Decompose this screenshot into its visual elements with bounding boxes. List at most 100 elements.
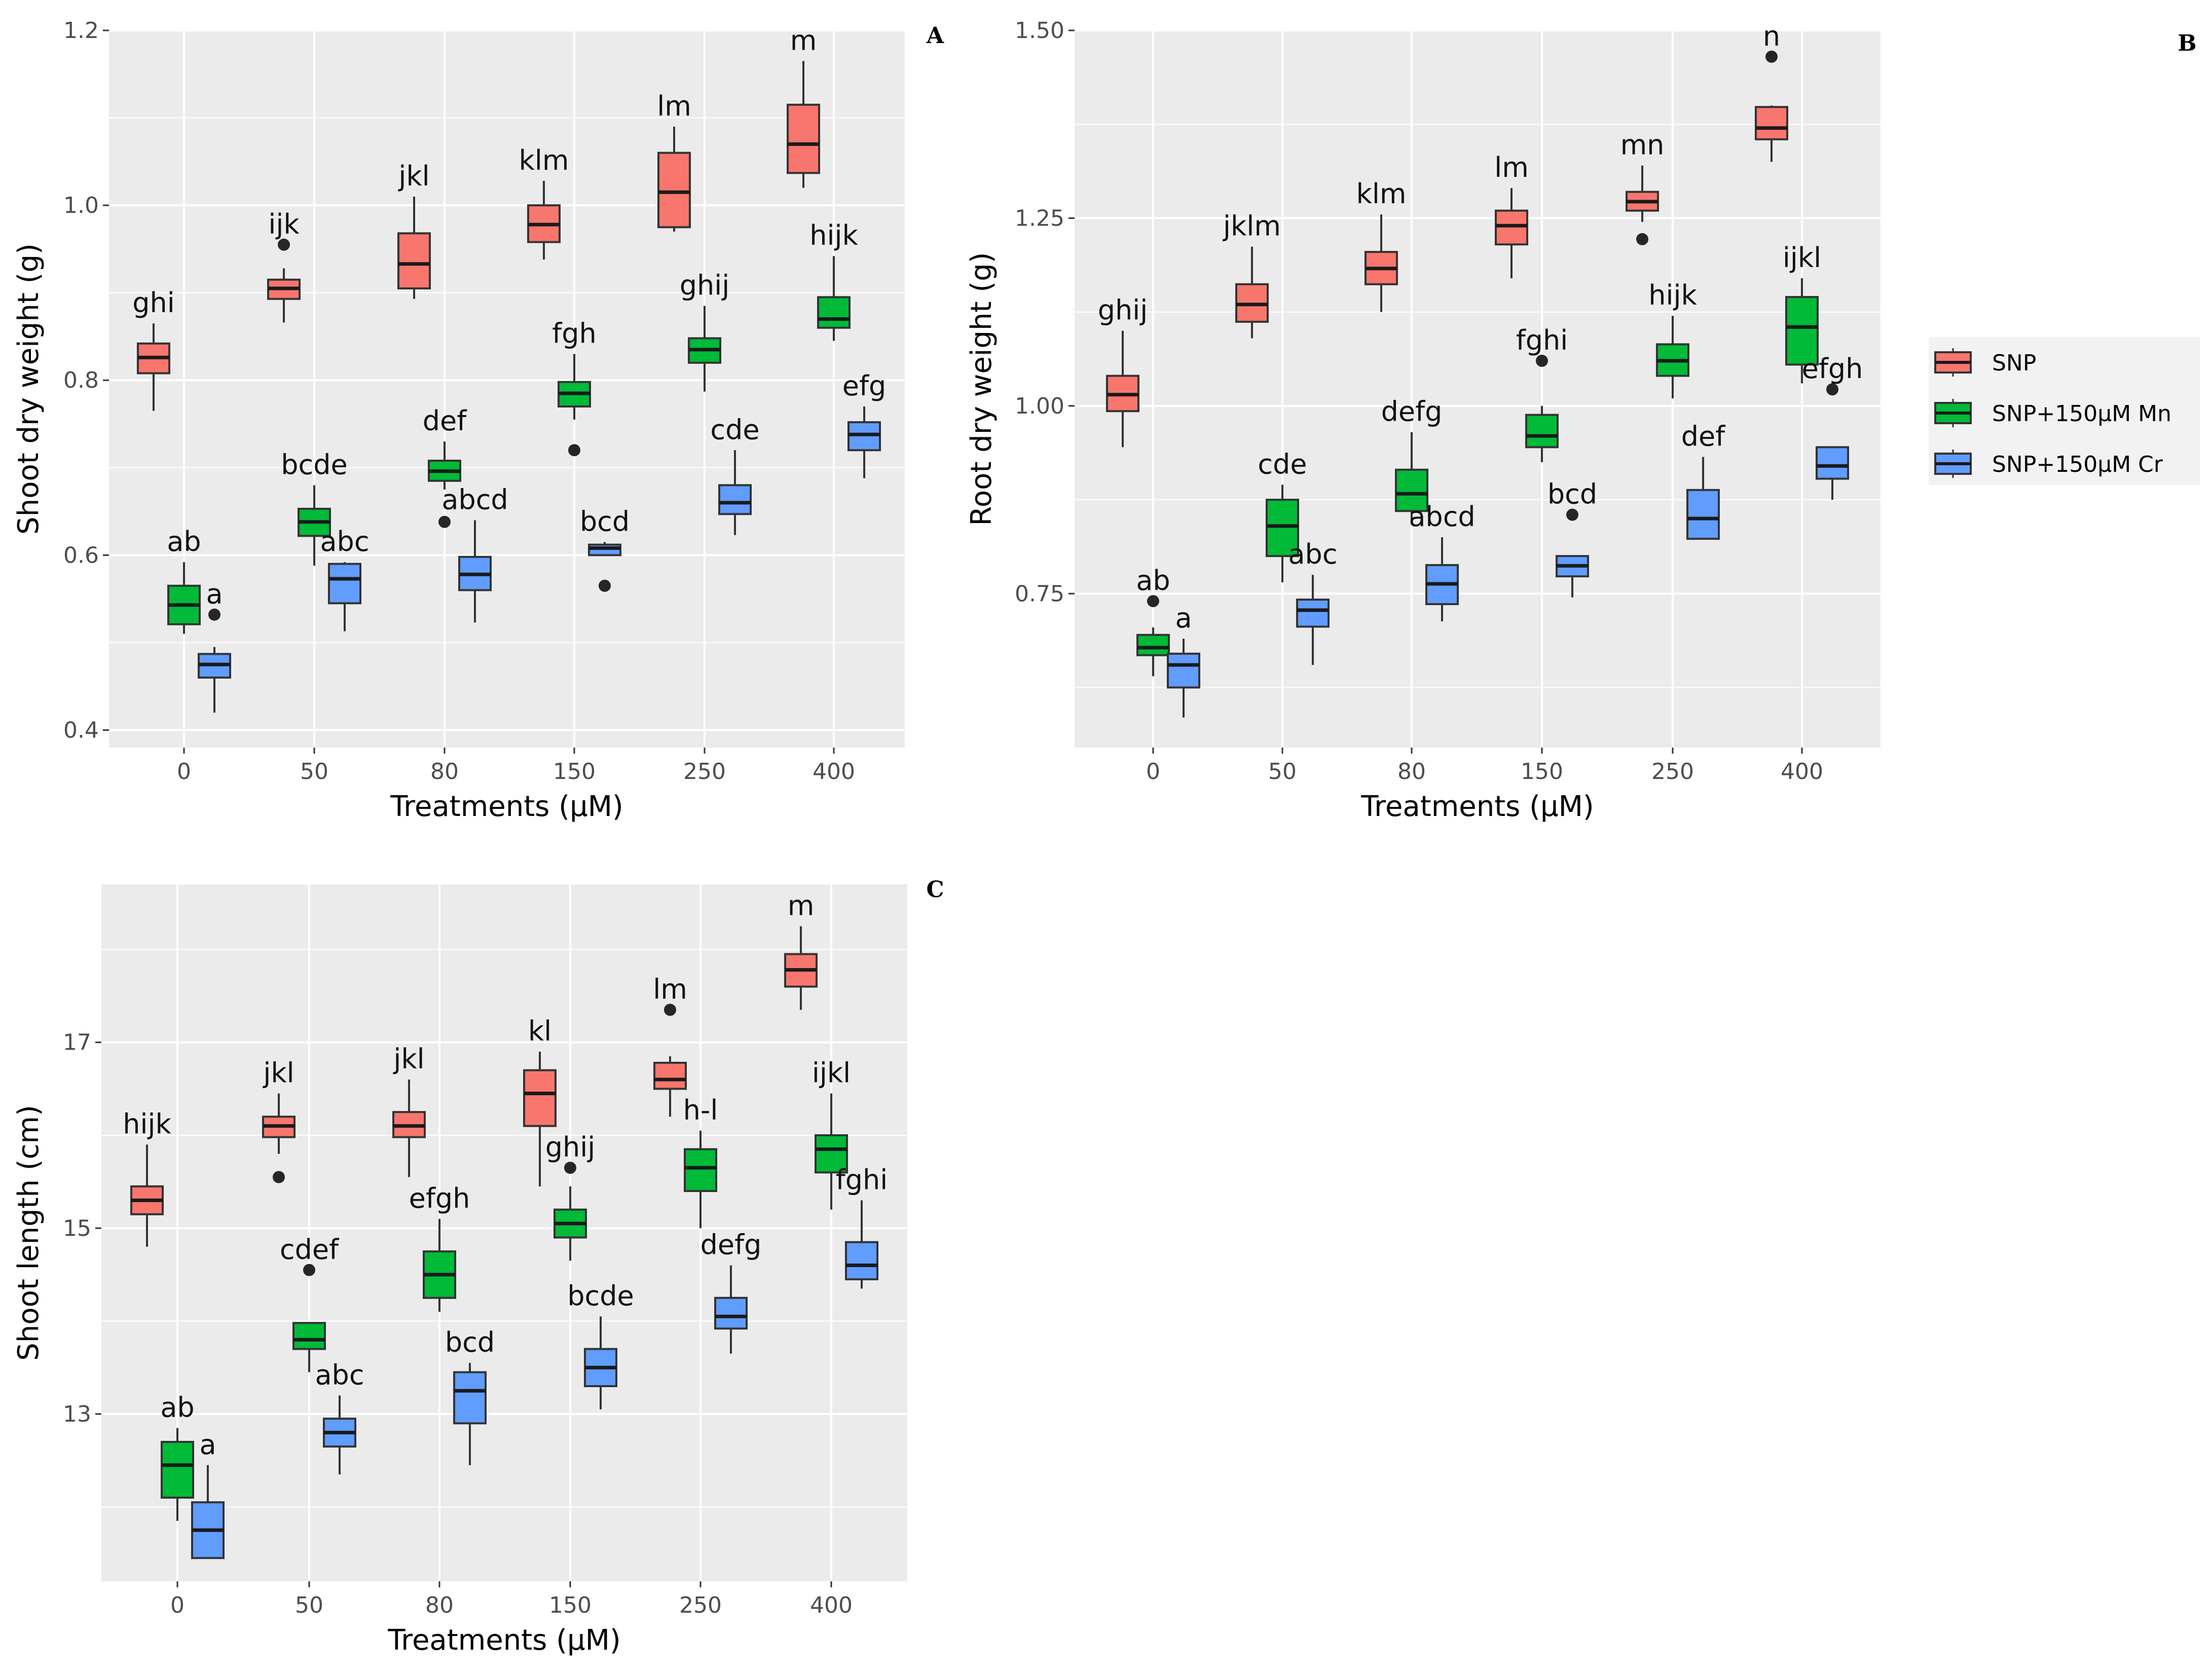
significance-letter: ab — [167, 526, 201, 557]
box-c-80-series-2: bcd — [445, 1326, 495, 1465]
significance-letter: bcd — [1547, 478, 1597, 510]
x-tick-label: 50 — [295, 1592, 323, 1618]
x-tick-label: 50 — [300, 759, 328, 785]
y-axis-title: Shoot dry weight (g) — [12, 243, 45, 535]
y-tick-label: 1.00 — [1015, 393, 1064, 419]
x-tick-label: 150 — [553, 759, 596, 785]
box-a-0-series-1: ab — [167, 526, 201, 634]
box-b-80-series-0: klm — [1356, 178, 1406, 312]
box-c-250-series-0: lm — [653, 974, 687, 1117]
significance-letter: ghij — [680, 270, 730, 302]
legend-key-2 — [1934, 450, 1972, 478]
x-tick-label: 80 — [430, 759, 459, 785]
box-b-250-series-1: hijk — [1648, 279, 1697, 399]
significance-letter: m — [790, 24, 817, 56]
y-tick-label: 0.4 — [63, 717, 99, 743]
box-body — [292, 1322, 326, 1350]
significance-letter: hijk — [123, 1108, 171, 1140]
y-tick-label: 1.50 — [1015, 18, 1064, 44]
significance-letter: abc — [1288, 538, 1337, 570]
outlier-point — [599, 579, 611, 592]
panel-letter: C — [926, 877, 944, 903]
significance-letter: a — [199, 1429, 216, 1461]
significance-letter: jkl — [398, 160, 429, 192]
outlier-point — [1536, 354, 1548, 367]
significance-letter: abcd — [1409, 501, 1475, 533]
significance-letter: ijkl — [1783, 242, 1821, 274]
significance-letter: abc — [315, 1359, 364, 1391]
significance-letter: fghi — [1516, 324, 1568, 356]
box-b-150-series-2: bcd — [1547, 478, 1597, 598]
box-body — [1296, 599, 1330, 628]
box-body — [817, 296, 851, 329]
outlier-point — [1636, 233, 1648, 245]
significance-letter: abcd — [441, 484, 508, 515]
x-tick-label: 250 — [679, 1592, 722, 1618]
box-body — [657, 152, 691, 229]
box-b-50-series-2: abc — [1288, 538, 1338, 665]
outlier-point — [1826, 383, 1838, 396]
box-c-150-series-0: kl — [523, 1015, 557, 1186]
box-body — [1686, 489, 1720, 540]
y-tick-label: 0.8 — [63, 367, 99, 393]
y-tick-label: 0.6 — [63, 542, 99, 568]
legend-label: SNP — [1992, 350, 2036, 376]
box-c-400-series-2: fghi — [836, 1164, 888, 1289]
significance-letter: ghi — [132, 287, 175, 319]
box-c-0-series-0: hijk — [123, 1108, 171, 1247]
x-axis-title: Treatments (μM) — [387, 1624, 621, 1657]
box-body — [1395, 468, 1428, 512]
significance-letter: jkl — [393, 1043, 424, 1075]
legend-background — [1929, 337, 2200, 485]
box-b-50-series-0: jklm — [1223, 210, 1281, 339]
box-body — [1167, 652, 1200, 689]
significance-letter: defg — [1381, 396, 1443, 428]
box-b-400-series-2: efgh — [1802, 353, 1863, 500]
y-tick-label: 15 — [63, 1215, 91, 1241]
box-c-50-series-2: abc — [315, 1359, 364, 1475]
x-tick-label: 150 — [549, 1592, 592, 1618]
box-a-50-series-1: bcde — [281, 449, 348, 566]
box-body — [1755, 106, 1788, 140]
box-body — [653, 1062, 687, 1090]
plot-background — [109, 30, 905, 748]
significance-letter: hijk — [809, 219, 858, 251]
significance-letter: ijkl — [812, 1057, 851, 1089]
box-c-400-series-1: ijkl — [812, 1057, 851, 1210]
outlier-point — [1147, 595, 1159, 608]
box-c-50-series-1: cdef — [280, 1234, 340, 1372]
box-body — [1785, 295, 1819, 366]
box-c-250-series-1: h-l — [683, 1094, 718, 1229]
chart-panel-a: 0.4 0.6 0.8 1.0 1.2 0 50 80 150 250 400 ghi ijk jkl kl… — [12, 18, 944, 823]
box-a-0-series-2: a — [198, 578, 231, 713]
y-tick-label: 17 — [63, 1030, 91, 1056]
x-tick-label: 400 — [813, 759, 855, 785]
box-c-50-series-0: jkl — [262, 1057, 296, 1183]
significance-letter: def — [423, 405, 468, 437]
box-body — [845, 1241, 878, 1281]
x-axis-title: Treatments (μM) — [1360, 790, 1594, 823]
x-tick-label: 50 — [1268, 759, 1297, 785]
box-b-250-series-2: def — [1681, 421, 1726, 540]
significance-letter: ghij — [1098, 294, 1148, 326]
box-b-0-series-1: ab — [1136, 565, 1170, 677]
box-c-400-series-0: m — [784, 890, 818, 1010]
significance-letter: mn — [1620, 129, 1665, 161]
outlier-point — [664, 1003, 676, 1016]
box-c-0-series-1: ab — [160, 1392, 195, 1521]
y-tick-label: 1.0 — [63, 193, 99, 218]
box-c-250-series-2: defg — [701, 1229, 761, 1354]
significance-letter: efgh — [1802, 353, 1863, 385]
box-b-0-series-0: ghij — [1098, 294, 1148, 448]
significance-letter: bcd — [580, 505, 630, 537]
significance-letter: lm — [653, 974, 687, 1006]
y-tick-label: 1.2 — [63, 18, 99, 44]
significance-letter: bcd — [445, 1326, 495, 1358]
significance-letter: ghij — [545, 1131, 596, 1163]
legend: SNP SNP+150μM Mn SNP+150μM Cr — [1929, 337, 2200, 485]
significance-letter: cdef — [280, 1234, 340, 1266]
box-body — [684, 1148, 717, 1192]
outlier-point — [278, 238, 290, 251]
legend-label: SNP+150μM Mn — [1992, 401, 2171, 427]
significance-letter: jklm — [1223, 210, 1281, 242]
